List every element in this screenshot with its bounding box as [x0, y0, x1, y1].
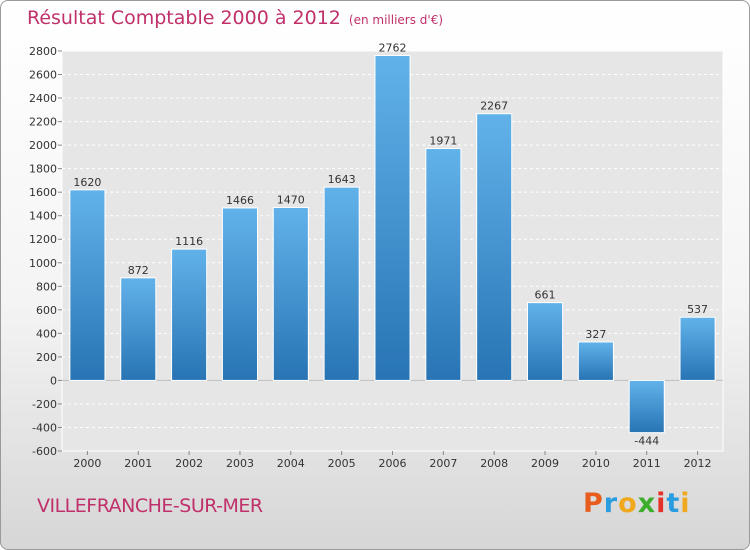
bar	[221, 207, 259, 381]
bar	[171, 248, 208, 381]
bar	[679, 316, 716, 381]
x-tick-label: 2006	[379, 457, 407, 470]
x-tick-label: 2007	[429, 457, 457, 470]
y-tick-label: 800	[36, 280, 57, 293]
bar	[272, 206, 309, 381]
chart-subtitle: (en milliers d'€)	[348, 13, 444, 27]
y-tick-label: 200	[36, 351, 57, 364]
chart-title: Résultat Comptable 2000 à 2012 (en millie…	[27, 7, 444, 29]
brand-letter: r	[603, 488, 619, 519]
bar	[526, 302, 564, 381]
data-label: 1971	[429, 135, 457, 148]
data-label: 2267	[480, 100, 508, 113]
x-tick-label: 2004	[277, 457, 305, 470]
data-label: 1466	[226, 194, 254, 207]
x-tick-label: 2008	[480, 457, 508, 470]
y-tick-label: 2200	[29, 116, 57, 129]
brand-letter: P	[583, 488, 604, 519]
x-tick-label: 2000	[73, 457, 101, 470]
y-tick-label: 1600	[29, 186, 57, 199]
y-tick-label: 1400	[29, 210, 57, 223]
bar	[628, 379, 665, 434]
bar	[476, 113, 513, 381]
y-tick-label: 1800	[29, 163, 57, 176]
data-label: 872	[128, 264, 149, 277]
y-tick-label: 0	[50, 374, 57, 387]
x-tick-label: 2009	[531, 457, 559, 470]
x-tick-label: 2011	[633, 457, 661, 470]
y-tick-label: 2400	[29, 92, 57, 105]
y-tick-label: 400	[36, 327, 57, 340]
brand-letter: o	[618, 488, 638, 519]
y-tick-label: -200	[32, 398, 57, 411]
bar	[120, 277, 157, 381]
bar	[323, 186, 360, 381]
y-tick-label: 2000	[29, 139, 57, 152]
data-label: -444	[634, 435, 659, 448]
bar	[374, 54, 411, 381]
x-tick-label: 2002	[175, 457, 203, 470]
data-label: 327	[585, 328, 606, 341]
data-label: 1116	[175, 235, 203, 248]
y-tick-label: 2600	[29, 69, 57, 82]
bar	[69, 189, 106, 381]
x-tick-label: 2012	[684, 457, 712, 470]
data-label: 537	[687, 303, 708, 316]
data-label: 1620	[73, 176, 101, 189]
brand-letter: t	[666, 488, 681, 519]
location-name: VILLEFRANCHE-SUR-MER	[37, 495, 263, 517]
y-tick-label: -600	[32, 445, 57, 458]
bar	[425, 148, 462, 381]
y-tick-label: 600	[36, 304, 57, 317]
proxiti-logo: Proxiti	[583, 488, 691, 519]
y-tick-label: 1000	[29, 257, 57, 270]
data-label: 2762	[379, 41, 407, 54]
data-label: 1643	[328, 173, 356, 186]
x-tick-label: 2005	[328, 457, 356, 470]
x-tick-label: 2001	[124, 457, 152, 470]
y-tick-label: 1200	[29, 233, 57, 246]
brand-letter: i	[656, 488, 667, 519]
brand-letter: i	[680, 488, 691, 519]
y-tick-label: -400	[32, 421, 57, 434]
x-tick-label: 2010	[582, 457, 610, 470]
x-tick-label: 2003	[226, 457, 254, 470]
bar	[577, 341, 614, 381]
data-label: 1470	[277, 193, 305, 206]
brand-letter: x	[637, 488, 657, 519]
data-label: 661	[535, 289, 556, 302]
y-tick-label: 2800	[29, 45, 57, 58]
